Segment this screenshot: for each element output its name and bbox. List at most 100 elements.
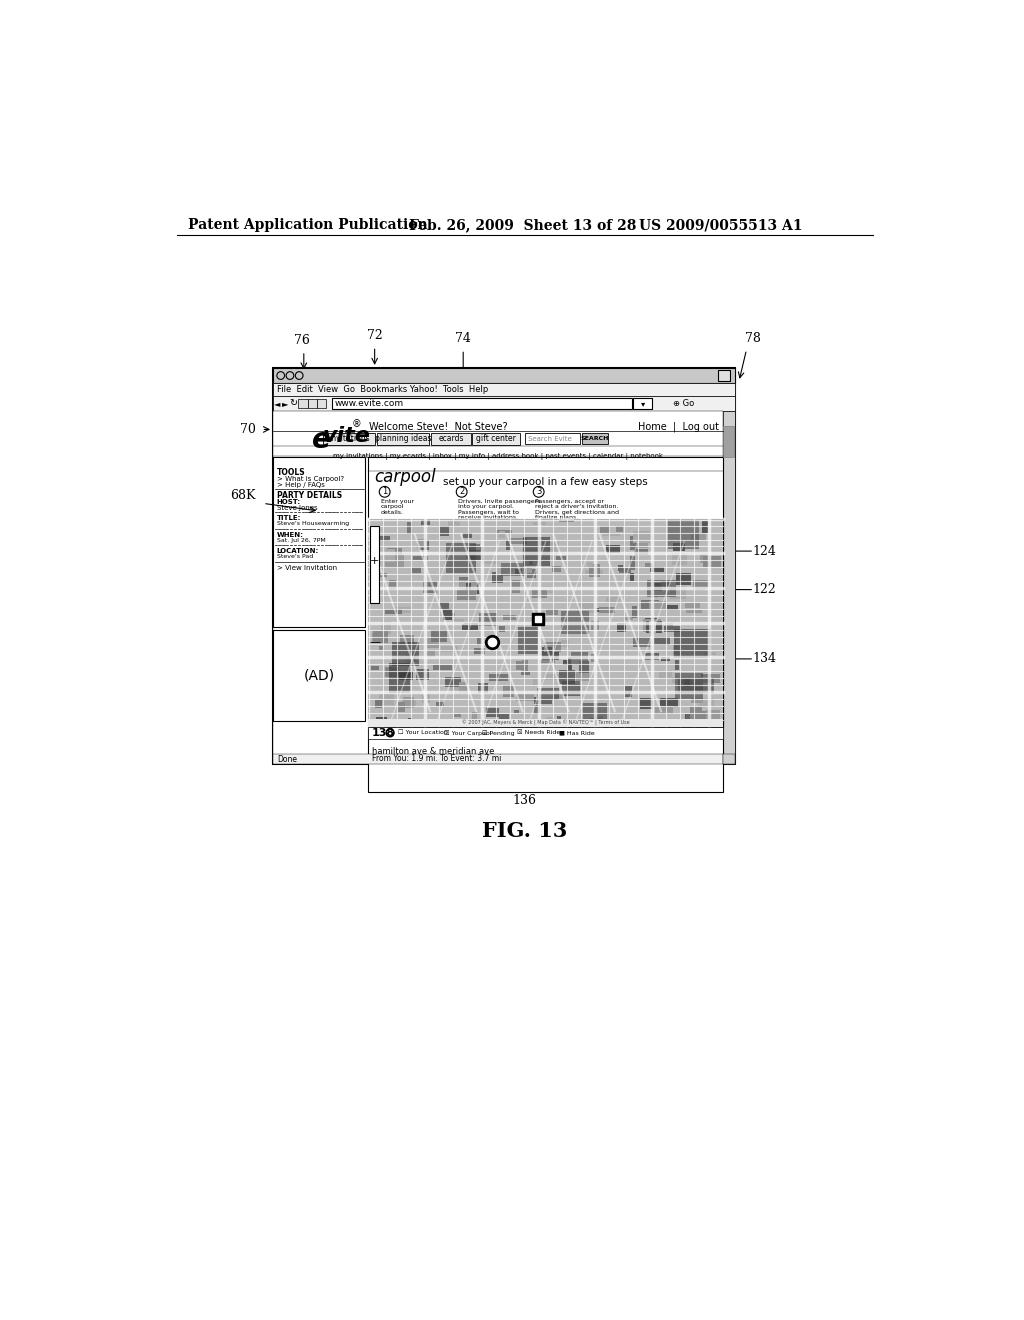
- Bar: [634, 397, 652, 409]
- Bar: [377, 433, 429, 445]
- Bar: [503, 615, 516, 619]
- Bar: [273, 368, 735, 764]
- Bar: [273, 383, 735, 396]
- Bar: [426, 649, 435, 656]
- Text: 74: 74: [456, 331, 471, 345]
- Bar: [673, 544, 685, 552]
- Bar: [673, 644, 680, 656]
- Text: 72: 72: [367, 329, 383, 342]
- Bar: [273, 754, 723, 764]
- Bar: [544, 642, 561, 652]
- Bar: [431, 433, 471, 445]
- Bar: [575, 672, 589, 681]
- Text: (AD): (AD): [304, 668, 335, 682]
- Bar: [307, 399, 316, 408]
- Text: Search Evite: Search Evite: [528, 436, 571, 442]
- Bar: [273, 368, 735, 383]
- Text: carpool: carpool: [375, 469, 436, 486]
- Bar: [625, 615, 634, 619]
- Text: Done: Done: [276, 755, 297, 763]
- Bar: [398, 671, 413, 681]
- Bar: [562, 681, 581, 696]
- Bar: [596, 715, 602, 729]
- Bar: [643, 619, 662, 632]
- Bar: [684, 678, 689, 688]
- Text: ☑ Your Carpool: ☑ Your Carpool: [444, 730, 492, 735]
- Text: 3: 3: [536, 487, 542, 496]
- Bar: [702, 557, 721, 568]
- Text: ☒ Needs Ride: ☒ Needs Ride: [517, 730, 560, 735]
- Bar: [690, 706, 701, 719]
- Bar: [561, 640, 569, 647]
- Bar: [515, 661, 522, 671]
- Text: ↻: ↻: [289, 399, 297, 408]
- Text: SEARCH: SEARCH: [581, 436, 609, 441]
- Bar: [665, 623, 673, 628]
- Text: ®: ®: [351, 418, 361, 429]
- Bar: [273, 411, 723, 764]
- Bar: [557, 715, 561, 726]
- Bar: [561, 611, 589, 635]
- Bar: [534, 678, 541, 685]
- Bar: [408, 718, 412, 727]
- Bar: [422, 693, 430, 702]
- Bar: [585, 570, 603, 574]
- Text: hamilton ave & meridian ave: hamilton ave & meridian ave: [373, 747, 495, 755]
- Bar: [616, 527, 624, 532]
- Bar: [521, 672, 530, 675]
- Bar: [371, 665, 379, 671]
- Bar: [528, 561, 534, 565]
- Bar: [631, 557, 635, 570]
- Bar: [649, 601, 666, 610]
- Bar: [479, 612, 497, 626]
- Bar: [542, 647, 559, 660]
- Bar: [411, 653, 416, 661]
- Bar: [701, 521, 708, 533]
- Text: finalize plans.: finalize plans.: [535, 515, 579, 520]
- Bar: [439, 602, 450, 609]
- Bar: [590, 718, 601, 730]
- Bar: [662, 581, 669, 586]
- Bar: [698, 698, 714, 708]
- Bar: [413, 556, 428, 560]
- Bar: [568, 688, 573, 694]
- Bar: [540, 586, 554, 594]
- Bar: [606, 545, 621, 553]
- Bar: [532, 521, 546, 525]
- Text: Steve's Housewarming: Steve's Housewarming: [276, 521, 349, 527]
- Text: receive invitations.: receive invitations.: [458, 515, 518, 520]
- Bar: [385, 667, 398, 677]
- Bar: [699, 554, 711, 562]
- Bar: [547, 647, 552, 659]
- Text: 134: 134: [752, 652, 776, 665]
- Bar: [701, 579, 708, 589]
- Bar: [460, 577, 469, 582]
- Bar: [451, 614, 455, 616]
- Bar: [630, 541, 648, 548]
- Bar: [481, 560, 498, 564]
- Bar: [501, 564, 524, 576]
- Text: ☐ Your Location: ☐ Your Location: [397, 730, 447, 735]
- Bar: [379, 693, 394, 705]
- Bar: [472, 433, 520, 445]
- Bar: [486, 708, 500, 717]
- Bar: [423, 581, 437, 594]
- Bar: [370, 520, 722, 726]
- Bar: [672, 677, 689, 682]
- Bar: [655, 706, 674, 714]
- Bar: [524, 433, 581, 444]
- Bar: [493, 572, 503, 583]
- Bar: [477, 638, 482, 645]
- Text: my invitations | my ecards | inbox | my info | address book | past events | cale: my invitations | my ecards | inbox | my …: [333, 453, 663, 461]
- Bar: [385, 549, 394, 562]
- Bar: [563, 660, 581, 665]
- Bar: [381, 622, 391, 635]
- Bar: [514, 710, 518, 713]
- Bar: [273, 396, 735, 411]
- Bar: [407, 521, 412, 535]
- Bar: [385, 554, 403, 568]
- Bar: [469, 548, 484, 561]
- Bar: [393, 607, 411, 614]
- Bar: [443, 609, 452, 619]
- Text: HOST:: HOST:: [276, 499, 301, 504]
